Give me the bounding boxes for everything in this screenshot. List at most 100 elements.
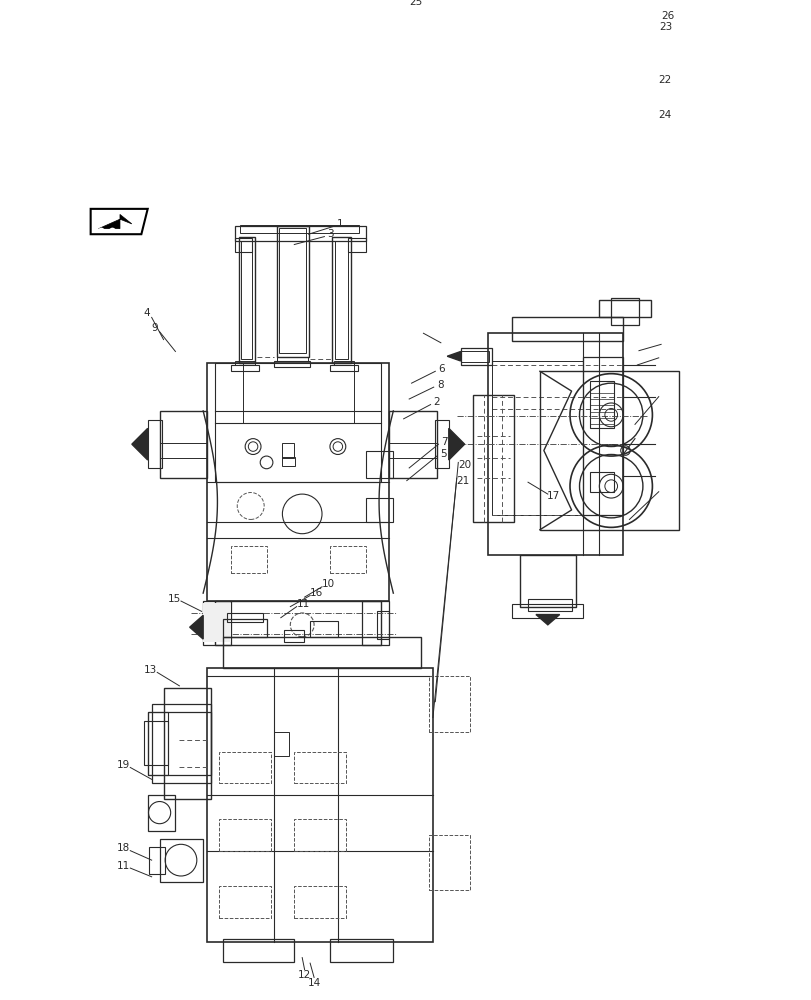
Text: 5: 5 (440, 449, 446, 459)
Bar (148, 795, 175, 831)
Text: 6: 6 (438, 364, 444, 374)
Bar (219, 819, 270, 851)
Bar (230, 365, 259, 371)
Text: 8: 8 (436, 380, 443, 390)
Bar (207, 363, 389, 601)
Bar (589, 472, 613, 492)
Bar (583, 357, 622, 515)
Bar (277, 226, 308, 357)
Bar (160, 411, 207, 478)
Bar (365, 451, 393, 478)
Bar (294, 752, 345, 783)
Text: 15: 15 (168, 594, 181, 604)
Text: 25: 25 (410, 0, 423, 7)
Polygon shape (131, 428, 148, 460)
Bar (226, 613, 262, 622)
Bar (294, 886, 345, 918)
Bar (223, 637, 421, 668)
Bar (203, 601, 230, 645)
Bar (160, 839, 203, 882)
Text: 22: 22 (658, 75, 671, 85)
Text: 10: 10 (321, 579, 334, 589)
Bar (294, 819, 345, 851)
Bar (487, 333, 622, 555)
Bar (334, 241, 348, 359)
Bar (219, 752, 270, 783)
Text: 23: 23 (659, 22, 672, 32)
Text: 24: 24 (658, 110, 671, 120)
Text: 11: 11 (117, 861, 131, 871)
Text: 16: 16 (310, 588, 323, 598)
Bar (527, 599, 571, 611)
Bar (434, 420, 448, 468)
Text: 7: 7 (441, 437, 448, 447)
Bar (240, 225, 358, 233)
Bar (274, 361, 310, 367)
Bar (428, 676, 470, 732)
Bar (284, 630, 303, 642)
Text: 11: 11 (296, 599, 309, 609)
Bar (589, 381, 613, 428)
Text: 2: 2 (433, 397, 440, 407)
Bar (460, 351, 488, 362)
Bar (203, 603, 230, 642)
Polygon shape (98, 214, 131, 229)
Bar (148, 420, 161, 468)
Bar (223, 939, 294, 962)
Text: 19: 19 (117, 760, 131, 770)
Polygon shape (448, 428, 464, 460)
Bar (148, 712, 211, 775)
Bar (281, 457, 294, 466)
Bar (207, 668, 432, 942)
Bar (472, 395, 513, 522)
Bar (149, 847, 165, 874)
Bar (234, 238, 252, 252)
Bar (333, 361, 354, 365)
Bar (512, 604, 583, 618)
Bar (520, 555, 575, 607)
Text: 4: 4 (144, 308, 150, 318)
Bar (152, 704, 211, 783)
Bar (512, 317, 622, 341)
Bar (389, 411, 436, 478)
Bar (539, 371, 678, 530)
Polygon shape (190, 615, 203, 639)
Bar (230, 546, 266, 573)
Polygon shape (535, 615, 559, 625)
Bar (215, 363, 381, 482)
Bar (460, 348, 491, 365)
Bar (310, 621, 337, 637)
Bar (377, 611, 388, 639)
Bar (144, 721, 167, 765)
Bar (428, 835, 470, 890)
Bar (332, 237, 350, 363)
Text: 12: 12 (298, 970, 311, 980)
Bar (241, 241, 252, 359)
Bar (329, 365, 357, 371)
Bar (599, 300, 650, 317)
Bar (279, 228, 306, 353)
Bar (234, 361, 255, 365)
Polygon shape (447, 351, 460, 361)
Text: 9: 9 (152, 323, 158, 333)
Text: 1: 1 (337, 219, 343, 229)
Text: 26: 26 (661, 11, 674, 21)
Bar (215, 601, 381, 645)
Bar (274, 732, 289, 756)
Bar (329, 939, 393, 962)
Text: 17: 17 (546, 491, 560, 501)
Bar (611, 298, 638, 325)
Bar (282, 443, 294, 458)
Bar (238, 237, 255, 363)
Bar (365, 498, 393, 522)
Text: 13: 13 (144, 665, 157, 675)
Text: 21: 21 (456, 476, 469, 486)
Bar (148, 712, 167, 775)
Text: 14: 14 (307, 978, 320, 988)
Bar (234, 226, 365, 241)
Bar (361, 601, 389, 645)
Bar (329, 546, 365, 573)
Bar (163, 688, 211, 799)
Bar (219, 886, 270, 918)
Text: 3: 3 (327, 229, 333, 239)
